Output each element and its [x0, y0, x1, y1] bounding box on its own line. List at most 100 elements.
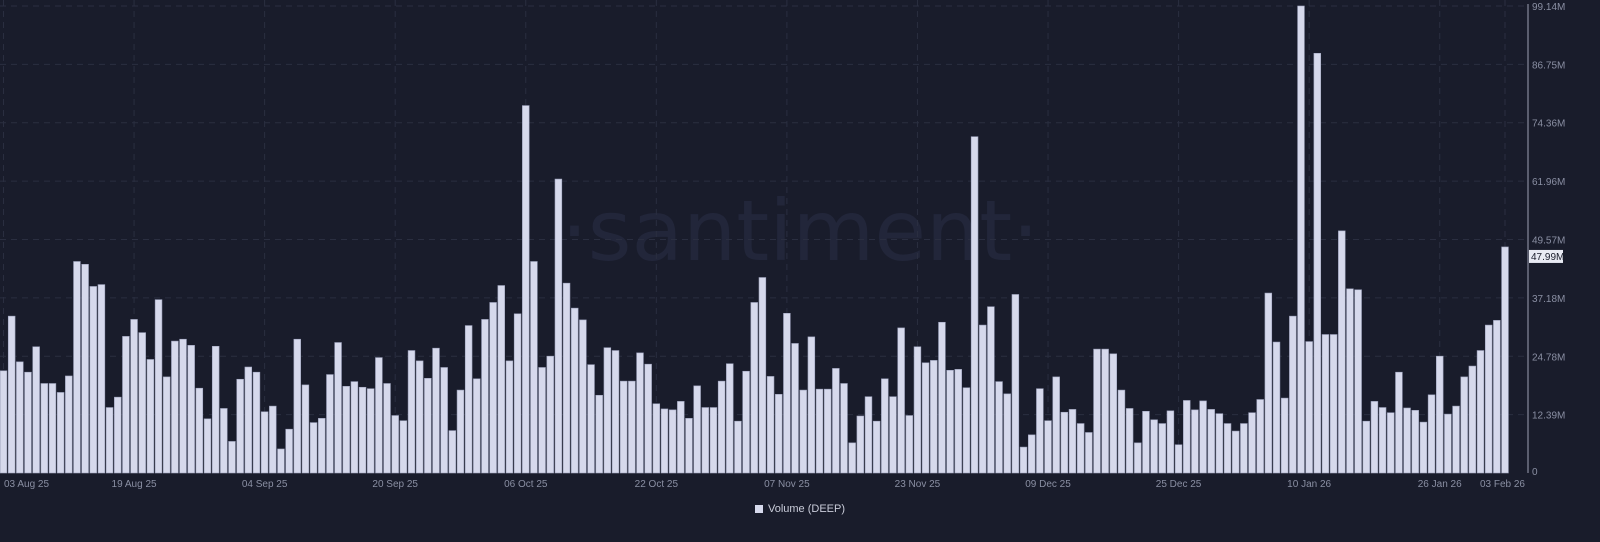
- bar: [1370, 401, 1379, 474]
- bar: [440, 367, 448, 474]
- bar: [783, 313, 791, 474]
- bar: [309, 422, 318, 474]
- bar: [220, 408, 228, 474]
- bar: [1166, 410, 1175, 474]
- last-value-label: 47.99M: [1531, 252, 1564, 263]
- y-tick-label: 86.75M: [1532, 60, 1565, 71]
- bar: [1280, 397, 1289, 474]
- bar: [89, 286, 97, 474]
- bar: [1134, 442, 1142, 474]
- bar: [163, 376, 171, 474]
- bar: [7, 315, 16, 474]
- bar: [513, 313, 522, 474]
- bar: [946, 370, 954, 474]
- y-axis: 0 12.39M 24.78M 37.18M 49.57M 61.96M 74.36M 86.…: [1532, 2, 1565, 478]
- bar: [562, 282, 571, 474]
- bar: [701, 407, 709, 474]
- bar: [1501, 246, 1509, 474]
- bar: [1248, 412, 1256, 474]
- bar: [1452, 405, 1460, 474]
- bar: [16, 361, 24, 474]
- bar: [277, 448, 285, 474]
- bar: [0, 370, 8, 474]
- bar: [595, 394, 603, 474]
- bar: [154, 299, 163, 474]
- x-tick-label: 25 Dec 25: [1156, 479, 1202, 490]
- bar: [1183, 400, 1191, 474]
- bar: [685, 418, 693, 474]
- bar: [269, 405, 277, 474]
- x-tick-label: 09 Dec 25: [1025, 479, 1071, 490]
- bar: [24, 371, 32, 474]
- bar: [734, 420, 742, 474]
- bar: [693, 385, 701, 474]
- bar: [293, 338, 301, 474]
- bar: [195, 387, 204, 474]
- bar: [407, 350, 416, 474]
- bar: [1362, 420, 1370, 474]
- bar: [546, 355, 554, 474]
- bar: [1411, 410, 1419, 474]
- bar: [1240, 423, 1248, 474]
- bar: [367, 388, 375, 474]
- bar: [1036, 388, 1044, 474]
- bar: [807, 336, 816, 474]
- bar: [1321, 334, 1330, 474]
- bar: [791, 343, 799, 474]
- bar: [179, 338, 187, 474]
- y-tick-label: 37.18M: [1532, 294, 1565, 305]
- bar: [1174, 444, 1183, 474]
- bar: [995, 381, 1003, 474]
- bar: [538, 367, 546, 474]
- bar: [497, 285, 505, 474]
- bar: [1191, 409, 1199, 474]
- bar: [211, 345, 220, 474]
- bar: [260, 411, 269, 474]
- bar: [481, 319, 489, 474]
- bar: [1052, 376, 1060, 474]
- bar: [1101, 348, 1109, 474]
- bar: [1256, 399, 1264, 474]
- bar: [1460, 376, 1468, 474]
- bar: [1468, 365, 1477, 474]
- bar: [203, 418, 212, 474]
- bar: [187, 345, 195, 474]
- x-tick-label: 03 Aug 25: [4, 479, 49, 490]
- bar: [334, 342, 342, 474]
- legend[interactable]: Volume (DEEP): [0, 503, 1600, 515]
- y-tick-label: 0: [1532, 467, 1538, 478]
- bar: [530, 261, 538, 474]
- bar: [644, 363, 652, 474]
- bar: [464, 325, 473, 474]
- bar: [979, 324, 987, 474]
- bar: [1044, 420, 1052, 474]
- bar: [1003, 393, 1011, 474]
- bar: [81, 264, 89, 474]
- bar: [1272, 341, 1281, 474]
- bar: [73, 261, 81, 474]
- bar: [1419, 421, 1428, 474]
- bar: [65, 375, 73, 474]
- bar: [375, 357, 383, 474]
- x-tick-label: 23 Nov 25: [895, 479, 941, 490]
- bar: [571, 307, 579, 474]
- bar: [1378, 407, 1387, 474]
- bar: [1117, 389, 1126, 474]
- x-tick-label: 04 Sep 25: [242, 479, 288, 490]
- bar: [1436, 355, 1444, 474]
- bar: [342, 386, 350, 474]
- bar: [717, 380, 726, 474]
- bar: [709, 407, 718, 474]
- bar: [1085, 432, 1093, 474]
- x-tick-label: 10 Jan 26: [1287, 479, 1331, 490]
- bars: [0, 5, 1509, 474]
- bar: [56, 392, 65, 474]
- bar: [105, 407, 114, 474]
- bar: [48, 383, 57, 474]
- bar: [1215, 413, 1224, 474]
- bar: [326, 374, 334, 474]
- bar: [677, 401, 685, 474]
- bar: [775, 394, 783, 474]
- bar: [930, 360, 938, 474]
